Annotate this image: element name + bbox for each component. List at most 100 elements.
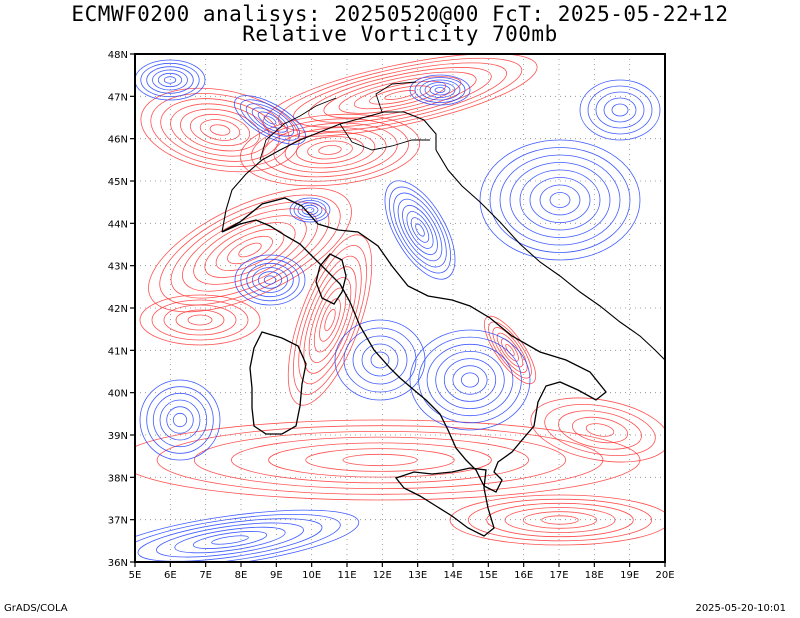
vorticity-contour xyxy=(429,84,451,96)
vorticity-contour xyxy=(492,327,528,373)
vorticity-contour xyxy=(159,399,201,441)
vorticity-contour xyxy=(135,509,360,562)
vorticity-contour xyxy=(486,502,634,538)
lon-tick-label: 10E xyxy=(302,570,321,581)
vorticity-contour xyxy=(289,197,331,223)
vorticity-contour xyxy=(146,386,214,454)
vorticity-contour xyxy=(409,329,531,431)
vorticity-contour xyxy=(277,57,523,133)
vorticity-contour xyxy=(305,448,455,472)
vorticity-contour xyxy=(263,115,277,125)
lon-tick-label: 9E xyxy=(270,570,283,581)
corsica-coastline xyxy=(315,253,347,305)
vorticity-contour xyxy=(409,74,471,106)
vorticity-contour xyxy=(193,215,307,285)
lat-tick-label: 46N xyxy=(108,135,128,146)
vorticity-contour xyxy=(227,235,273,265)
latitude-axis: 48N 47N 46N 45N 44N 43N 42N 41N 40N 39N 38N 37N 36N xyxy=(108,50,135,569)
vorticity-contour xyxy=(151,299,249,341)
alpine-borders xyxy=(221,111,437,233)
vorticity-contour xyxy=(189,113,251,147)
lat-tick-label: 47N xyxy=(108,92,128,103)
vorticity-contour xyxy=(343,327,417,393)
vorticity-contour xyxy=(342,453,418,467)
lon-tick-label: 13E xyxy=(408,570,427,581)
vorticity-contour xyxy=(587,85,653,135)
vorticity-contour xyxy=(245,103,295,137)
vorticity-contour xyxy=(148,187,352,313)
lat-tick-label: 45N xyxy=(108,177,128,188)
vorticity-contour xyxy=(406,211,434,249)
vorticity-contour xyxy=(192,531,268,549)
vorticity-contour xyxy=(414,77,466,103)
vorticity-contour xyxy=(539,184,581,216)
vorticity-contour xyxy=(530,397,665,463)
vorticity-contour xyxy=(160,98,280,162)
vorticity-contour xyxy=(370,351,390,369)
italy-coastline xyxy=(221,197,607,493)
vorticity-contour xyxy=(603,97,637,123)
vorticity-contour xyxy=(180,108,260,152)
vorticity-contour xyxy=(323,71,477,119)
balkan-coastline xyxy=(435,149,665,361)
vorticity-contour xyxy=(318,145,342,155)
lon-tick-label: 8E xyxy=(235,570,248,581)
lon-tick-label: 18E xyxy=(585,570,604,581)
vorticity-contour xyxy=(611,103,629,117)
lat-tick-label: 37N xyxy=(108,516,128,527)
vorticity-contour xyxy=(435,350,505,409)
vorticity-contour xyxy=(240,99,300,141)
lon-tick-label: 19E xyxy=(620,570,639,581)
vorticity-contour xyxy=(146,66,194,94)
vorticity-contour xyxy=(246,262,294,298)
vorticity-contour xyxy=(262,54,538,137)
vorticity-contour xyxy=(334,319,426,401)
vorticity-contour xyxy=(287,234,373,406)
vorticity-contour xyxy=(558,410,642,450)
map-subtitle: Relative Vorticity 700mb xyxy=(242,22,558,46)
sicily-coastline xyxy=(394,467,495,537)
vorticity-contour xyxy=(499,154,621,246)
lon-tick-label: 20E xyxy=(655,570,674,581)
vorticity-contour xyxy=(415,223,425,237)
lon-tick-label: 11E xyxy=(337,570,356,581)
vorticity-contour xyxy=(166,406,194,434)
vorticity-contour xyxy=(384,180,456,280)
lat-tick-label: 44N xyxy=(108,219,128,230)
vorticity-contour xyxy=(501,338,519,362)
lat-tick-label: 36N xyxy=(108,558,128,569)
vorticity-contour xyxy=(172,412,188,428)
vorticity-contour xyxy=(402,204,438,256)
vorticity-contour xyxy=(541,515,579,525)
vorticity-contour xyxy=(443,358,497,402)
vorticity-contour xyxy=(410,217,430,243)
vorticity-contour xyxy=(211,535,249,545)
software-credit: GrADS/COLA xyxy=(4,603,68,614)
vorticity-contour xyxy=(293,245,367,395)
vorticity-contour xyxy=(324,308,336,332)
vorticity-contour xyxy=(252,267,288,293)
vorticity-contour xyxy=(352,335,408,385)
lon-tick-label: 6E xyxy=(164,570,177,581)
vorticity-contour xyxy=(251,107,289,133)
sardinia-coastline xyxy=(249,331,307,435)
vorticity-contour xyxy=(137,518,323,562)
lon-tick-label: 17E xyxy=(549,570,568,581)
vorticity-contour xyxy=(234,254,306,306)
vorticity-contour xyxy=(251,118,409,182)
vorticity-contour xyxy=(419,79,461,101)
map-title: ECMWF0200 analisys: 20250520@00 FcT: 202… xyxy=(71,2,729,26)
lat-tick-label: 42N xyxy=(108,304,128,315)
vorticity-contour xyxy=(139,379,221,461)
vorticity-contour xyxy=(156,425,604,495)
vorticity-contour xyxy=(388,186,452,274)
vorticity-contour xyxy=(170,103,270,157)
vorticity-contour xyxy=(135,513,341,562)
vorticity-contour xyxy=(488,321,532,379)
vorticity-contour xyxy=(434,87,446,93)
vorticity-contour xyxy=(496,332,524,368)
vorticity-contour xyxy=(187,314,213,326)
vorticity-contour xyxy=(308,67,492,123)
vorticity-contour xyxy=(174,526,286,554)
